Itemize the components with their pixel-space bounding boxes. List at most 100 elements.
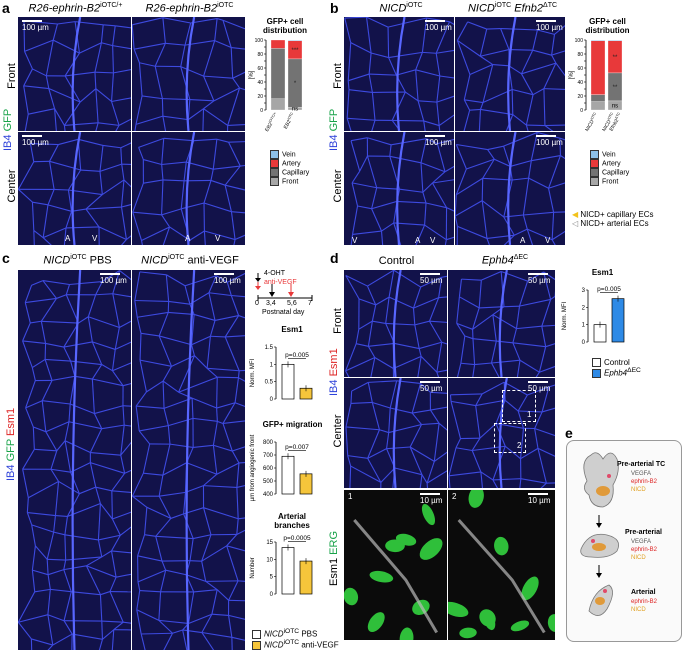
capillary (385, 322, 415, 326)
capillary (538, 346, 547, 373)
capillary (368, 342, 395, 347)
capillary (540, 482, 547, 488)
capillary (222, 20, 232, 48)
capillary (371, 92, 376, 121)
capillary (180, 45, 186, 67)
capillary (159, 491, 186, 497)
capillary (111, 490, 131, 493)
capillary (532, 49, 552, 56)
capillary (517, 410, 525, 429)
capillary (368, 380, 397, 383)
chart-a-title: GFP+ cell distribution (263, 17, 307, 35)
capillary (110, 72, 114, 102)
capillary (436, 49, 454, 54)
capillary (436, 95, 454, 103)
capillary (455, 215, 458, 227)
panel-d-scalebar-50-2: 50 µm (528, 273, 550, 285)
capillary (449, 394, 452, 402)
erg-nucleus (421, 503, 436, 526)
capillary (203, 180, 212, 204)
capillary (519, 359, 540, 373)
capillary (31, 202, 35, 231)
capillary (224, 165, 241, 186)
capillary (467, 21, 487, 30)
capillary (170, 513, 184, 519)
capillary (158, 495, 172, 519)
capillary (541, 324, 555, 327)
capillary (394, 467, 423, 476)
capillary (357, 205, 372, 210)
capillary (520, 428, 525, 459)
capillary (206, 336, 211, 369)
capillary (350, 391, 353, 404)
capillary (555, 62, 565, 77)
capillary (528, 160, 532, 179)
panel-c-legend: NICDiOTC PBS NICDiOTC anti-VEGF (252, 628, 339, 651)
capillary (472, 307, 480, 330)
capillary (216, 18, 224, 21)
capillary (514, 228, 528, 236)
capillary (181, 202, 205, 210)
capillary (203, 507, 212, 535)
capillary (42, 280, 57, 299)
capillary (345, 403, 352, 428)
vessel-network (344, 503, 443, 640)
capillary (47, 204, 72, 212)
capillary (95, 486, 112, 492)
capillary (169, 226, 191, 241)
capillary (191, 397, 217, 409)
capillary (375, 296, 390, 306)
capillary (33, 426, 47, 433)
y-tick-label: 80 (577, 52, 583, 58)
capillary (30, 320, 42, 324)
capillary (464, 335, 474, 340)
capillary (217, 420, 224, 424)
capillary (345, 357, 376, 372)
capillary (456, 143, 488, 151)
panel-d-zoom-1-image (344, 490, 447, 640)
capillary (56, 440, 66, 452)
capillary (123, 179, 131, 188)
capillary (421, 474, 428, 484)
capillary (359, 155, 368, 172)
capillary (203, 230, 206, 245)
chart-b-legend: Vein Artery Capillary Front (590, 150, 629, 186)
capillary (135, 406, 140, 432)
panel-b-row-center: Center (332, 169, 344, 203)
main-vessel (498, 270, 508, 377)
vessel-network (132, 132, 245, 245)
capillary (112, 511, 131, 520)
stage-3-marker-ephrinb2: ephrin-B2 (631, 599, 658, 605)
capillary (238, 462, 245, 464)
capillary (211, 589, 218, 615)
capillary (367, 448, 387, 459)
stage-2-marker-vegfa: VEGFA (631, 539, 652, 545)
y-tick-label: 600 (263, 466, 274, 472)
capillary (67, 189, 73, 212)
capillary (166, 274, 186, 287)
x-tick-sup: iOTC (287, 111, 295, 120)
capillary (122, 382, 131, 387)
capillary (213, 87, 240, 102)
vessel-network (23, 17, 131, 131)
capillary (423, 120, 440, 127)
capillary (25, 297, 57, 304)
capillary (551, 34, 556, 56)
vessel-network (456, 17, 565, 131)
capillary (436, 371, 440, 377)
capillary (528, 177, 549, 189)
capillary (344, 17, 367, 19)
capillary (216, 589, 229, 601)
capillary (433, 451, 447, 462)
capillary (42, 400, 71, 405)
capillary (432, 171, 446, 184)
capillary (183, 513, 194, 539)
capillary (162, 381, 165, 409)
panel-d-zoom-side-label: Esm1 ERG (328, 530, 340, 586)
y-tick-label: 20 (577, 94, 583, 100)
capillary (135, 391, 147, 407)
capillary (345, 426, 349, 456)
capillary (232, 71, 245, 79)
y-tick-label: 1 (582, 323, 586, 329)
panel-d-row-center: Center (332, 414, 344, 448)
